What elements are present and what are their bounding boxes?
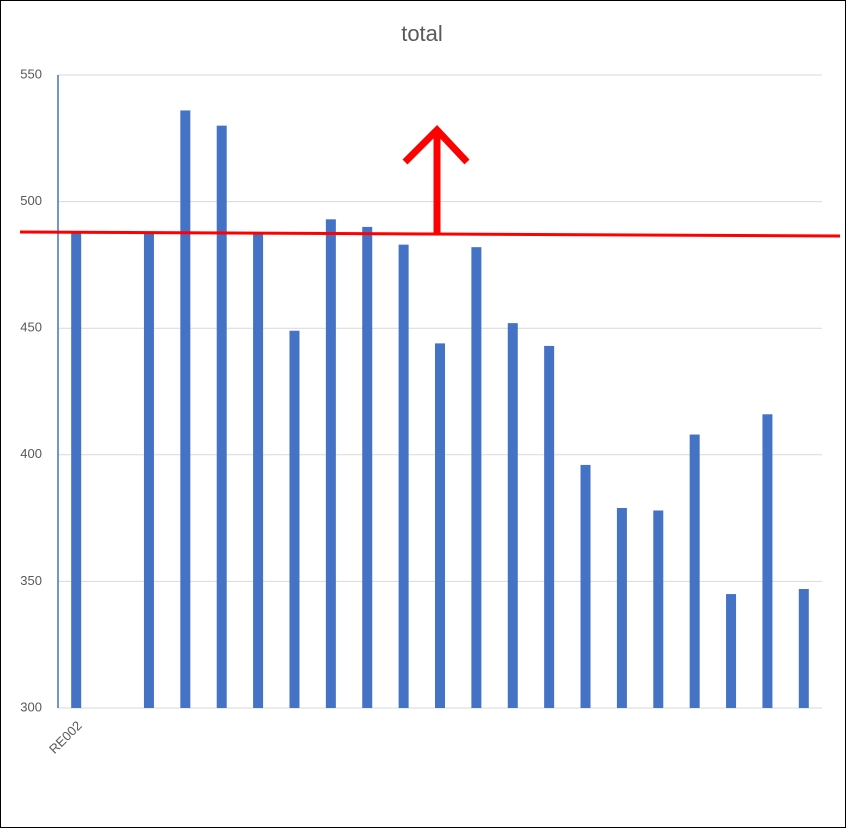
y-tick-label: 550 [20, 66, 42, 81]
bar [616, 507, 627, 708]
bar [544, 345, 555, 708]
y-tick-label: 450 [20, 320, 42, 335]
threshold-annotation-line [19, 230, 841, 238]
bar [398, 244, 409, 709]
bar [325, 219, 336, 708]
y-tick-label: 400 [20, 446, 42, 461]
bar [216, 125, 227, 708]
bar [689, 434, 700, 708]
bar [580, 464, 591, 708]
arrow-head [402, 124, 470, 165]
y-tick-label: 500 [20, 193, 42, 208]
bar [471, 247, 482, 708]
bar [71, 231, 82, 708]
bar [653, 510, 664, 708]
bar [798, 588, 809, 708]
bar [726, 594, 737, 708]
bar [253, 231, 264, 708]
y-tick-label: 300 [20, 699, 42, 714]
bar [507, 323, 518, 708]
bar [762, 414, 773, 708]
y-tick-label: 350 [20, 573, 42, 588]
bar [180, 110, 191, 708]
bar [435, 343, 445, 708]
bar [289, 330, 300, 708]
bar [362, 226, 373, 709]
bar [143, 231, 154, 708]
bars [71, 110, 809, 709]
chart-title: total [401, 21, 443, 46]
